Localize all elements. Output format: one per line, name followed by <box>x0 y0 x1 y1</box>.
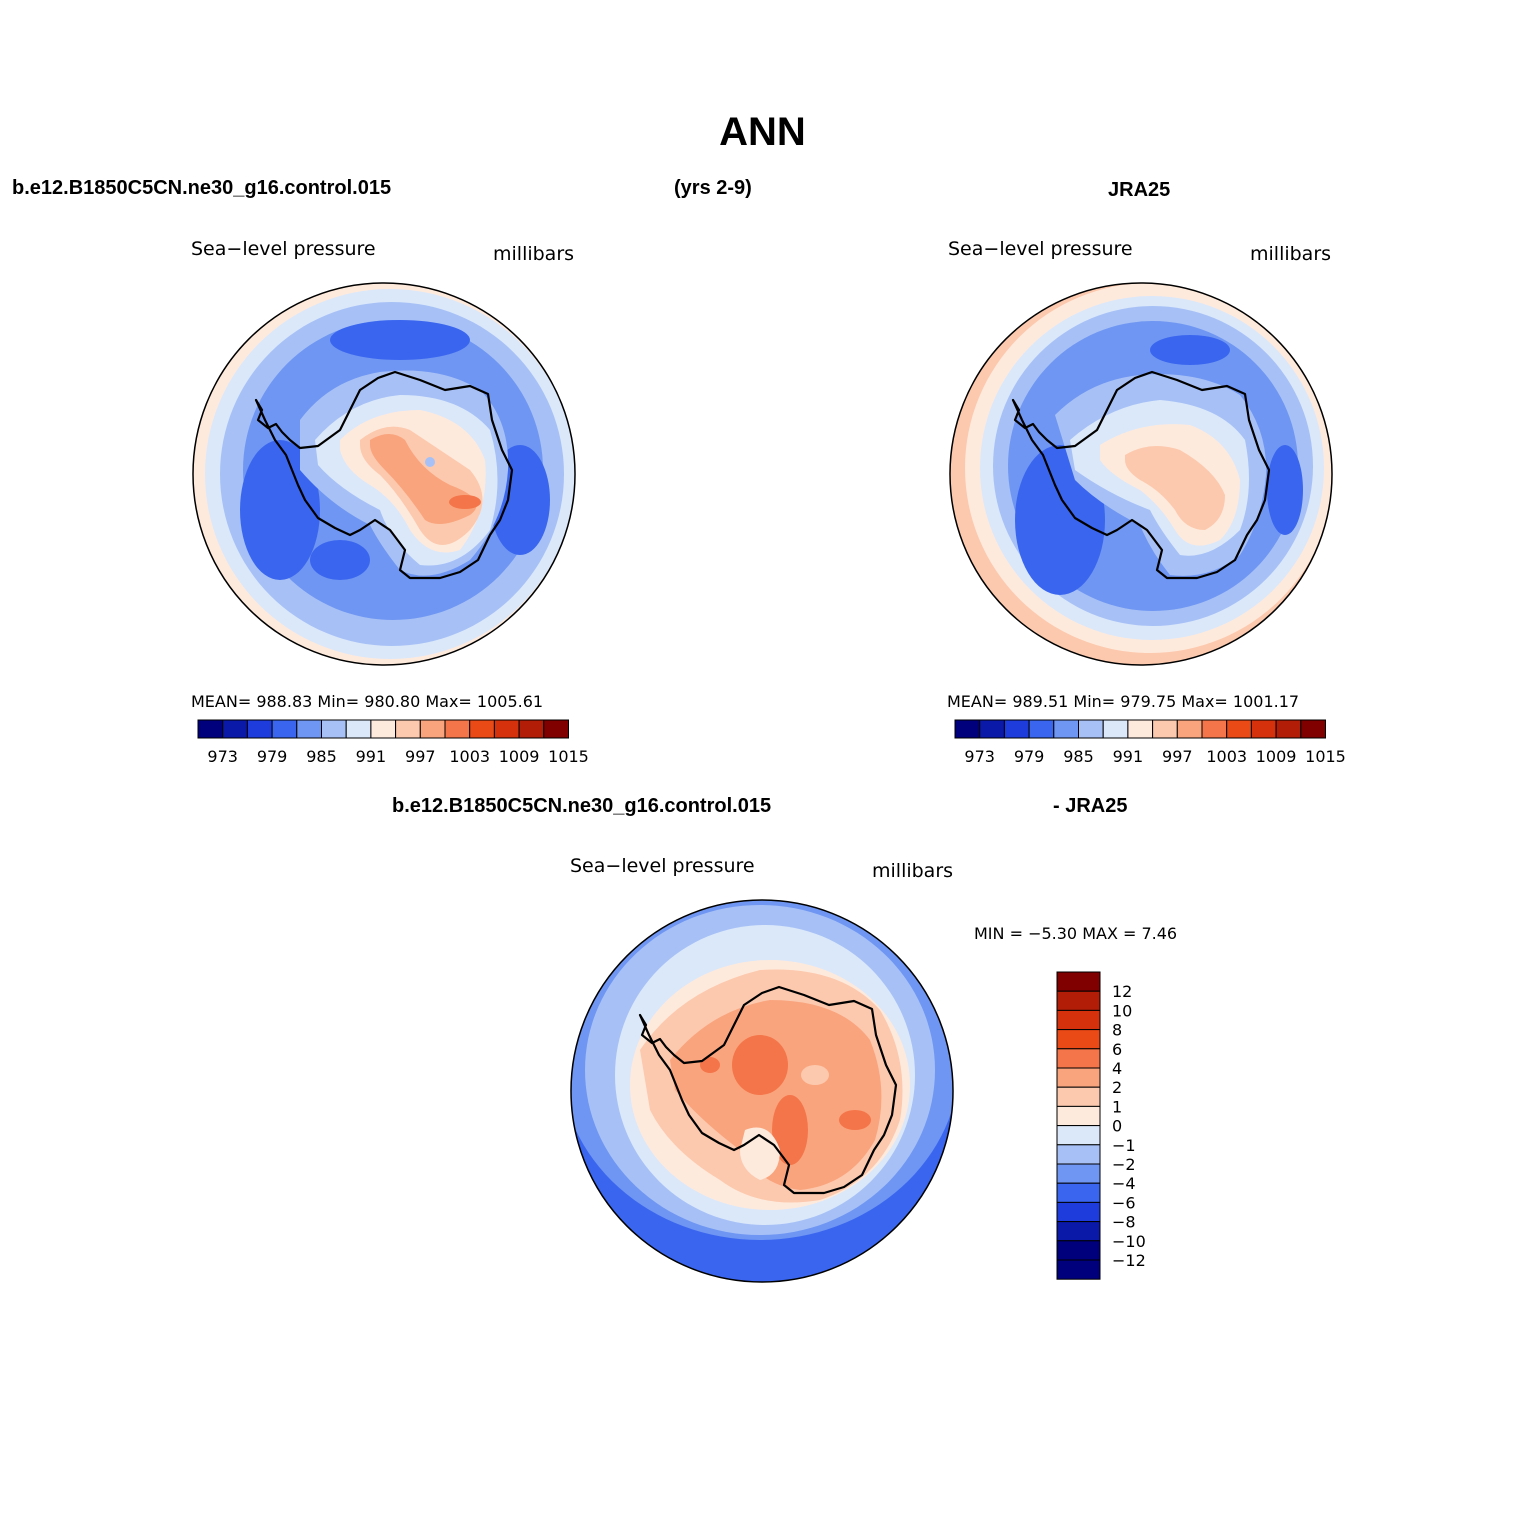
plot-title: ANN <box>719 110 806 154</box>
diff-colorbar-tick-label: 10 <box>1112 1001 1132 1020</box>
diff-colorbar-box <box>1056 1009 1101 1031</box>
model-colorbar-box <box>543 719 569 739</box>
model-colorbar-box <box>469 719 495 739</box>
model-colorbar-box <box>246 719 273 739</box>
obs-name-label: JRA25 <box>1108 179 1171 201</box>
obs-colorbar-box <box>1053 719 1080 739</box>
model-colorbar-box <box>271 719 298 739</box>
diff-colorbar-box <box>1056 1029 1101 1050</box>
model-colorbar-tick-label: 1003 <box>449 747 490 766</box>
diff-colorbar-box <box>1056 1163 1101 1184</box>
diff-colorbar-box <box>1056 1144 1101 1165</box>
model-colorbar-box <box>493 719 520 739</box>
diff-colorbar-box <box>1056 1067 1101 1088</box>
obs-colorbar-tick-label: 1009 <box>1256 747 1297 766</box>
model-colorbar-box <box>197 719 224 739</box>
diff-colorbar-tick-label: 8 <box>1112 1021 1122 1040</box>
diff-colorbar-box <box>1056 1201 1101 1223</box>
diff-colorbar-tick-label: 1 <box>1112 1097 1122 1116</box>
diff-colorbar-tick-label: −12 <box>1112 1251 1146 1270</box>
diff-colorbar-tick-label: 4 <box>1112 1059 1122 1078</box>
diff-colorbar-box <box>1056 1125 1101 1146</box>
obs-colorbar-tick-label: 973 <box>964 747 995 766</box>
diff-colorbar-box <box>1056 1086 1101 1107</box>
model-colorbar-box <box>518 719 545 739</box>
model-stats: MEAN= 988.83 Min= 980.80 Max= 1005.61 <box>191 692 544 711</box>
diff-colorbar-box <box>1056 1221 1101 1242</box>
model-colorbar-tick-label: 997 <box>405 747 436 766</box>
model-units-label: millibars <box>493 243 575 265</box>
model-variable-label: Sea−level pressure <box>191 238 376 260</box>
model-colorbar-box <box>444 719 471 739</box>
diff-colorbar-box <box>1056 1105 1101 1127</box>
diff-colorbar-tick-label: −6 <box>1112 1193 1136 1212</box>
obs-colorbar-box <box>979 719 1005 739</box>
model-colorbar-box <box>321 719 347 739</box>
diff-colorbar-tick-label: 2 <box>1112 1078 1122 1097</box>
diff-colorbar-tick-label: 0 <box>1112 1117 1122 1136</box>
diff-colorbar-box <box>1056 990 1101 1011</box>
diff-colorbar-box <box>1056 1259 1101 1280</box>
diff-stats: MIN = −5.30 MAX = 7.46 <box>974 924 1178 943</box>
obs-variable-label: Sea−level pressure <box>948 238 1133 260</box>
obs-colorbar-box <box>1152 719 1178 739</box>
diff-colorbar-box <box>1056 1240 1101 1261</box>
model-colorbar-tick-label: 991 <box>356 747 387 766</box>
model-colorbar: 973 979 985 991 997 1003 1009 1015 <box>197 719 589 766</box>
obs-colorbar-tick-label: 997 <box>1162 747 1193 766</box>
obs-stats: MEAN= 989.51 Min= 979.75 Max= 1001.17 <box>947 692 1300 711</box>
obs-colorbar-box <box>1250 719 1277 739</box>
obs-colorbar-box <box>1176 719 1203 739</box>
model-colorbar-tick-label: 1009 <box>499 747 540 766</box>
obs-colorbar-tick-label: 979 <box>1014 747 1045 766</box>
years-label: (yrs 2-9) <box>674 177 752 199</box>
diff-colorbar-tick-label: −2 <box>1112 1155 1136 1174</box>
obs-map <box>949 282 1333 666</box>
diff-colorbar-tick-label: −1 <box>1112 1136 1136 1155</box>
obs-colorbar-box <box>1078 719 1104 739</box>
diff-colorbar-tick-label: 6 <box>1112 1040 1122 1059</box>
obs-colorbar-tick-label: 991 <box>1113 747 1144 766</box>
diff-case-label: b.e12.B1850C5CN.ne30_g16.control.015 <box>392 795 772 817</box>
obs-colorbar-box <box>1226 719 1252 739</box>
diff-obs-label: - JRA25 <box>1053 795 1128 817</box>
model-map <box>192 282 576 666</box>
case-name-label: b.e12.B1850C5CN.ne30_g16.control.015 <box>12 177 392 199</box>
model-colorbar-box <box>296 719 322 739</box>
obs-colorbar: 973 979 985 991 997 1003 1009 1015 <box>954 719 1346 766</box>
diff-colorbar-tick-label: −4 <box>1112 1174 1136 1193</box>
model-colorbar-box <box>370 719 397 739</box>
model-colorbar-tick-label: 1015 <box>548 747 589 766</box>
diff-units-label: millibars <box>872 860 954 882</box>
diff-colorbar-tick-label: −8 <box>1112 1213 1136 1232</box>
diff-colorbar-tick-label: −10 <box>1112 1232 1146 1251</box>
obs-colorbar-box <box>954 719 981 739</box>
model-colorbar-tick-label: 985 <box>306 747 337 766</box>
model-colorbar-box <box>345 719 372 739</box>
model-colorbar-tick-label: 979 <box>257 747 288 766</box>
obs-units-label: millibars <box>1250 243 1332 265</box>
obs-colorbar-box <box>1201 719 1228 739</box>
diff-variable-label: Sea−level pressure <box>570 855 755 877</box>
diff-colorbar-box <box>1056 971 1101 992</box>
diff-colorbar-box <box>1056 1182 1101 1203</box>
obs-colorbar-box <box>1275 719 1302 739</box>
model-colorbar-box <box>419 719 446 739</box>
obs-colorbar-tick-label: 1003 <box>1206 747 1247 766</box>
obs-colorbar-tick-label: 985 <box>1063 747 1094 766</box>
obs-colorbar-box <box>1028 719 1055 739</box>
diff-colorbar-tick-label: 12 <box>1112 982 1132 1001</box>
diff-colorbar-box <box>1056 1048 1101 1069</box>
obs-colorbar-box <box>1300 719 1327 739</box>
model-colorbar-box <box>395 719 421 739</box>
obs-colorbar-box <box>1127 719 1154 739</box>
obs-colorbar-tick-label: 1015 <box>1305 747 1346 766</box>
model-colorbar-tick-label: 973 <box>207 747 238 766</box>
model-colorbar-box <box>222 719 248 739</box>
obs-colorbar-box <box>1102 719 1129 739</box>
obs-colorbar-box <box>1003 719 1030 739</box>
diff-map <box>570 899 954 1283</box>
